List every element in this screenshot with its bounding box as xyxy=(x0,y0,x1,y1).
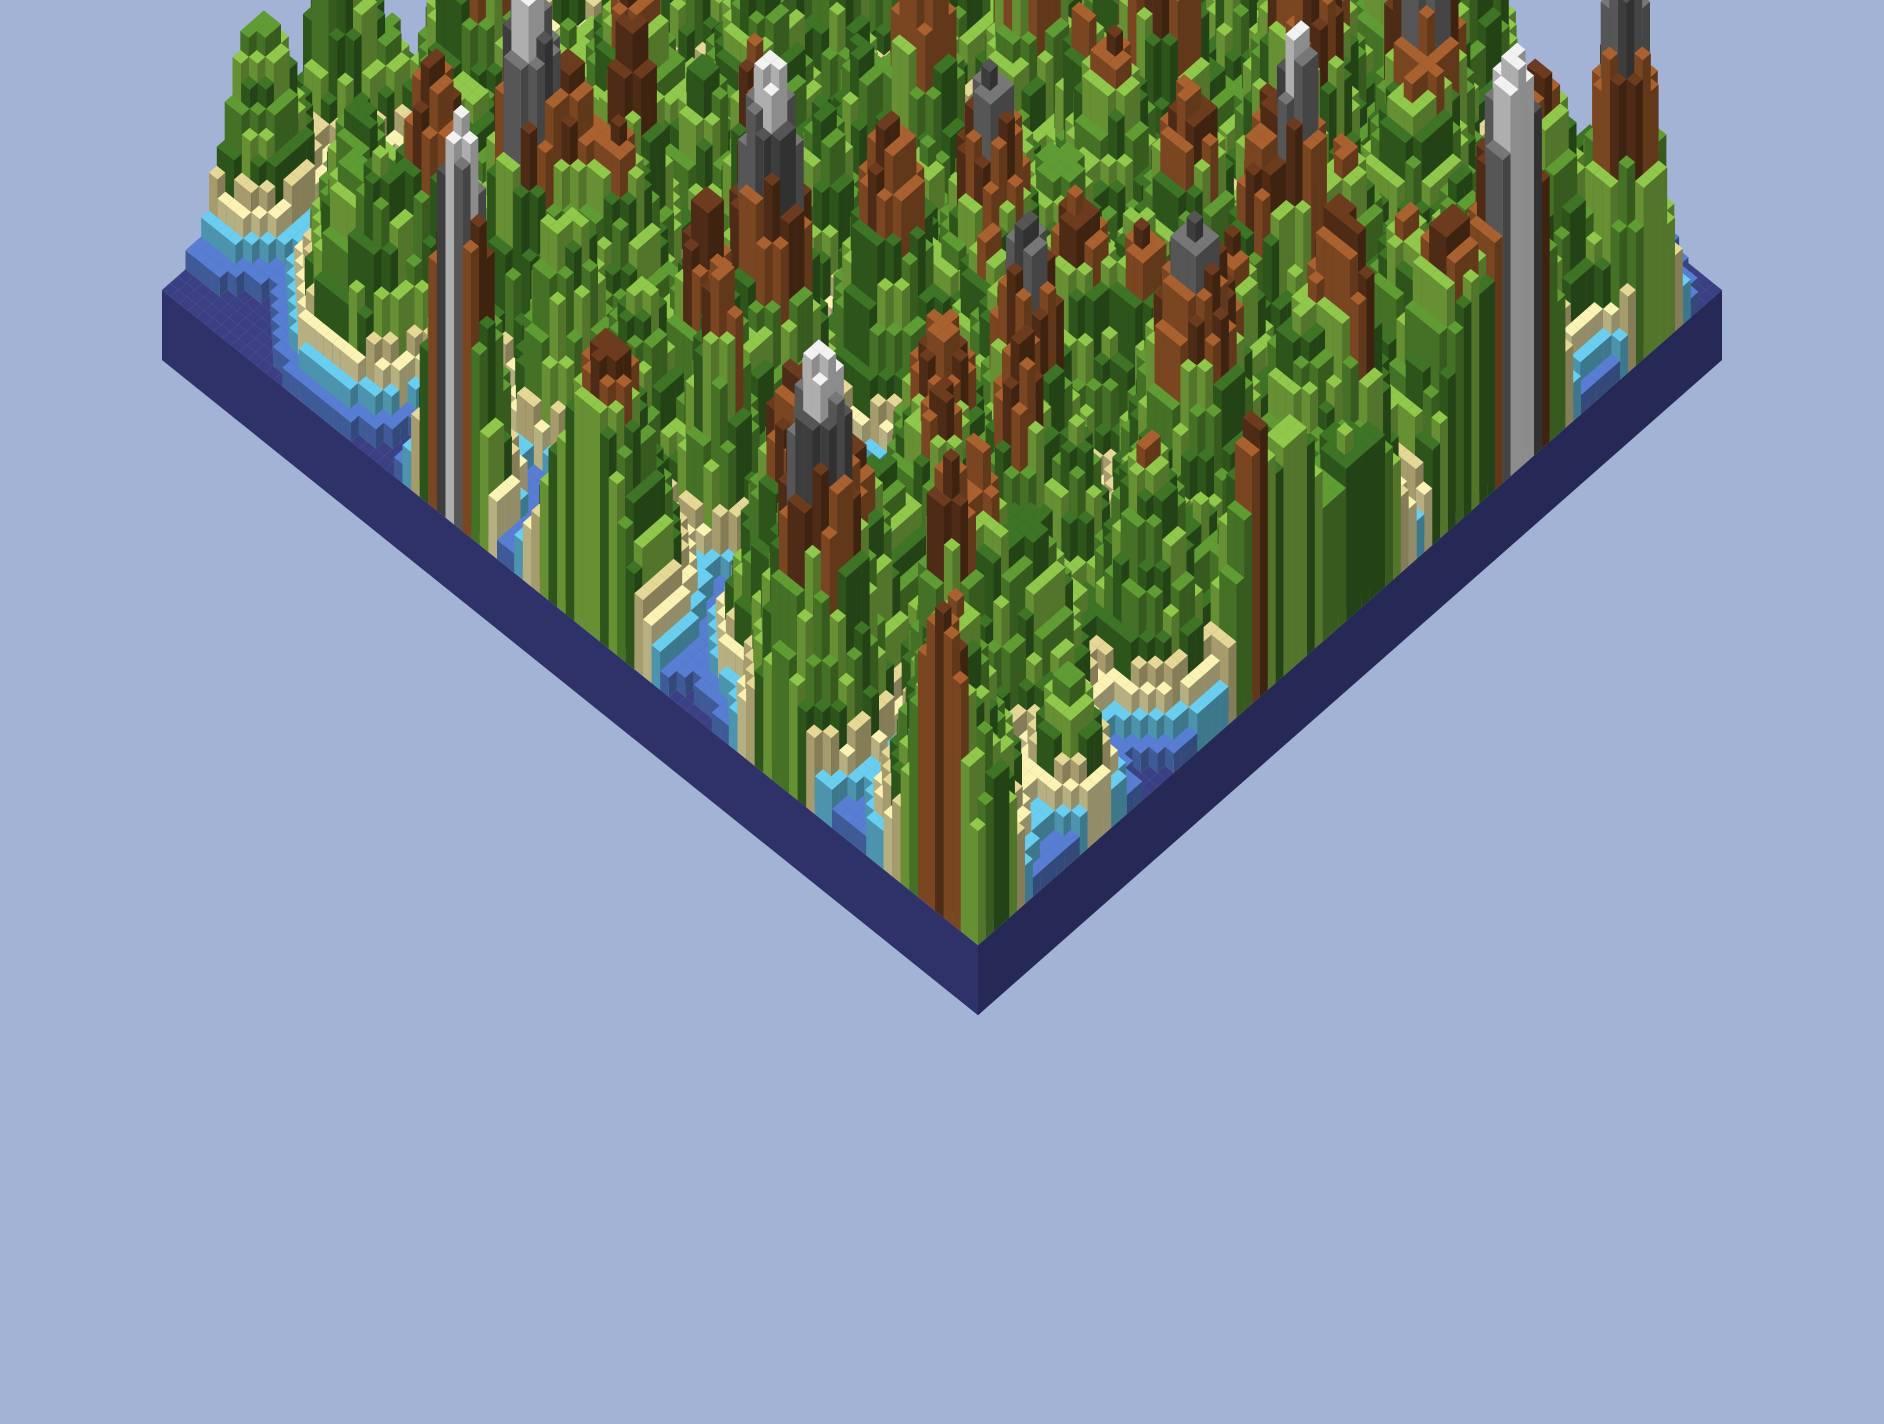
terrain-side-left xyxy=(162,290,978,1016)
terrain-side-right xyxy=(978,290,1722,1016)
terrain-block xyxy=(162,290,1722,1016)
terrain-surface xyxy=(162,0,1722,946)
